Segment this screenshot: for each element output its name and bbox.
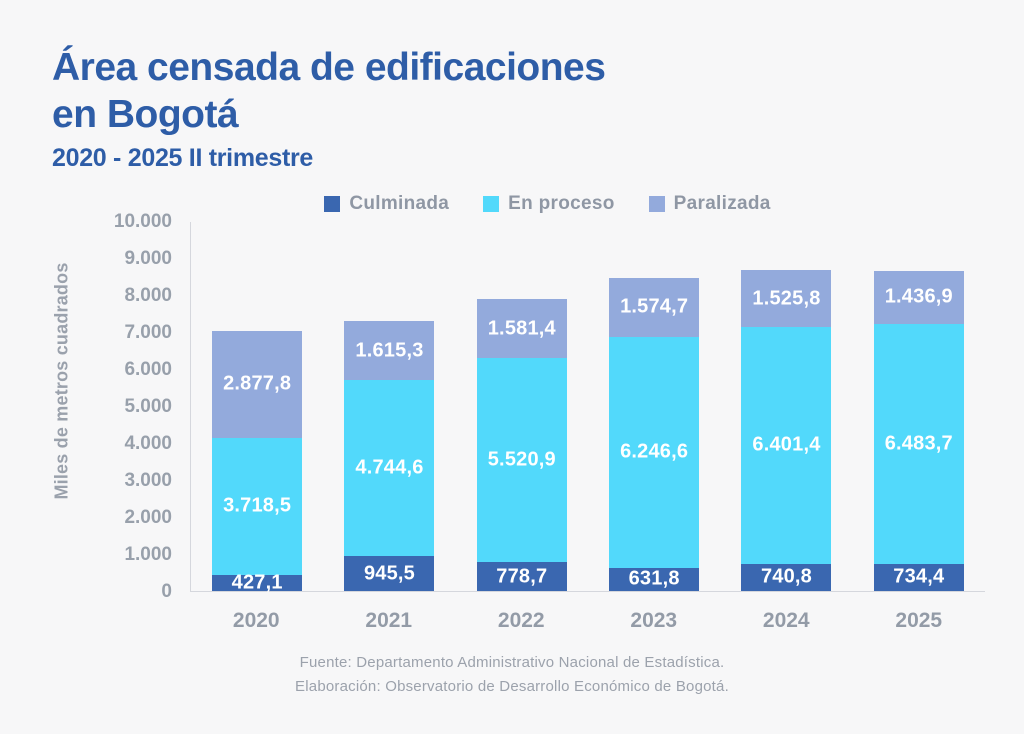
footer: Fuente: Departamento Administrativo Naci… [0, 651, 1024, 699]
legend-item-culminada: Culminada [324, 193, 449, 215]
legend-item-paralizada: Paralizada [648, 193, 771, 215]
bar-value-label-en-proceso-2024: 6.401,4 [752, 433, 821, 456]
y-tick-label-0: 0 [161, 581, 172, 602]
bar-value-label-paralizada-2025: 1.436,9 [884, 285, 953, 308]
legend-swatch-en-proceso-icon [483, 196, 500, 212]
bar-segment-culminada-2023: 631,8 [609, 567, 700, 591]
footer-elaboration: Elaboración: Observatorio de Desarrollo … [295, 678, 729, 695]
y-tick-label-7.000: 7.000 [124, 322, 172, 343]
legend-swatch-paralizada-icon [648, 196, 665, 212]
bar-segment-en-proceso-2022: 5.520,9 [476, 357, 567, 563]
stacked-bar-2022: 1.581,4 5.520,9 778,7 [476, 299, 567, 591]
bar-group-2021: 1.615,3 4.744,6 945,5 [323, 222, 455, 591]
bar-segment-en-proceso-2020: 3.718,5 [212, 437, 303, 576]
subtitle: 2020 - 2025 II trimestre [52, 144, 314, 172]
page-title-line2: en Bogotá [52, 93, 239, 136]
bar-value-label-paralizada-2020: 2.877,8 [223, 372, 292, 395]
x-axis-label-2024: 2024 [762, 609, 810, 632]
bar-value-label-en-proceso-2021: 4.744,6 [355, 456, 424, 479]
bar-value-label-paralizada-2024: 1.525,8 [752, 287, 821, 310]
bar-segment-en-proceso-2021: 4.744,6 [344, 380, 435, 557]
y-tick-label-2.000: 2.000 [124, 507, 172, 528]
bar-segment-culminada-2024: 740,8 [741, 563, 832, 591]
y-tick-label-9.000: 9.000 [124, 248, 172, 269]
legend-swatch-culminada-icon [324, 196, 341, 212]
y-axis-ticks: 0 1.000 2.000 3.000 4.000 5.000 6.000 7.000 8.00… [57, 211, 172, 602]
bar-segment-culminada-2022: 778,7 [476, 562, 567, 591]
bar-value-label-culminada-2021: 945,5 [363, 562, 416, 585]
y-tick-label-3.000: 3.000 [124, 470, 172, 491]
bar-group-2022: 1.581,4 5.520,9 778,7 [456, 222, 588, 591]
bar-value-label-en-proceso-2025: 6.483,7 [884, 432, 953, 455]
legend-item-en-proceso: En proceso [483, 193, 614, 215]
chart-legend: Culminada En proceso Paralizada [150, 193, 945, 215]
stacked-bar-2023: 1.574,7 6.246,6 631,8 [609, 278, 700, 591]
bar-segment-paralizada-2025: 1.436,9 [873, 270, 964, 324]
bar-value-label-paralizada-2021: 1.615,3 [355, 339, 424, 362]
bar-segment-paralizada-2021: 1.615,3 [344, 320, 435, 381]
bar-group-2025: 1.436,9 6.483,7 734,4 [853, 222, 985, 591]
x-axis-labels: 2020 2021 2022 2023 2024 2025 [190, 608, 985, 634]
title-block: Área censada de edificaciones en Bogotá 2… [52, 44, 606, 173]
bar-segment-en-proceso-2024: 6.401,4 [741, 326, 832, 564]
bar-group-2020: 2.877,8 3.718,5 427,1 [191, 222, 323, 594]
legend-label-en-proceso: En proceso [508, 193, 615, 214]
bar-value-label-en-proceso-2022: 5.520,9 [487, 448, 556, 471]
x-axis-label-2020: 2020 [232, 609, 280, 632]
bar-segment-culminada-2021: 945,5 [344, 556, 435, 591]
bar-value-label-paralizada-2023: 1.574,7 [620, 295, 689, 318]
x-axis-label-2023: 2023 [630, 609, 678, 632]
bar-segment-culminada-2020: 427,1 [212, 572, 303, 594]
page-title: Área censada de edificaciones en Bogotá [52, 44, 606, 138]
bar-value-label-culminada-2023: 631,8 [628, 567, 680, 590]
bar-value-label-culminada-2025: 734,4 [893, 565, 945, 588]
y-tick-label-6.000: 6.000 [124, 359, 172, 380]
y-tick-label-10.000: 10.000 [113, 211, 172, 232]
stacked-bar-2024: 1.525,8 6.401,4 740,8 [741, 270, 832, 591]
y-tick-label-4.000: 4.000 [124, 433, 172, 454]
bar-value-label-en-proceso-2020: 3.718,5 [223, 494, 292, 517]
y-tick-label-5.000: 5.000 [124, 396, 172, 417]
page-title-line1: Área censada de edificaciones [52, 46, 606, 89]
bar-group-2023: 1.574,7 6.246,6 631,8 [588, 222, 720, 591]
stacked-bar-2020: 2.877,8 3.718,5 427,1 [212, 331, 303, 594]
x-axis-label-2025: 2025 [895, 609, 943, 632]
bar-segment-paralizada-2024: 1.525,8 [741, 270, 832, 327]
stacked-bar-2025: 1.436,9 6.483,7 734,4 [873, 270, 964, 591]
bar-segment-paralizada-2023: 1.574,7 [609, 278, 700, 337]
plot-area: 2.877,8 3.718,5 427,1 1.615,3 4.744,6 945,5 1.… [190, 222, 985, 594]
bar-segment-en-proceso-2023: 6.246,6 [609, 336, 700, 568]
bar-segment-paralizada-2020: 2.877,8 [212, 331, 303, 438]
x-axis-label-2022: 2022 [497, 609, 545, 632]
legend-label-paralizada: Paralizada [673, 193, 771, 214]
y-tick-label-1.000: 1.000 [124, 544, 172, 565]
bar-value-label-culminada-2024: 740,8 [760, 565, 812, 588]
bar-value-label-en-proceso-2023: 6.246,6 [620, 440, 689, 463]
bar-value-label-paralizada-2022: 1.581,4 [487, 317, 556, 340]
footer-source: Fuente: Departamento Administrativo Naci… [299, 654, 725, 671]
x-axis-label-2021: 2021 [365, 609, 413, 632]
bar-value-label-culminada-2022: 778,7 [496, 565, 548, 588]
bar-segment-paralizada-2022: 1.581,4 [476, 299, 567, 358]
bar-segment-culminada-2025: 734,4 [873, 563, 964, 591]
bar-value-label-culminada-2020: 427,1 [231, 571, 283, 594]
y-tick-label-8.000: 8.000 [124, 285, 172, 306]
bar-segment-en-proceso-2025: 6.483,7 [873, 323, 964, 564]
stacked-bar-2021: 1.615,3 4.744,6 945,5 [344, 320, 435, 591]
legend-label-culminada: Culminada [349, 193, 450, 214]
bar-group-2024: 1.525,8 6.401,4 740,8 [720, 222, 852, 591]
